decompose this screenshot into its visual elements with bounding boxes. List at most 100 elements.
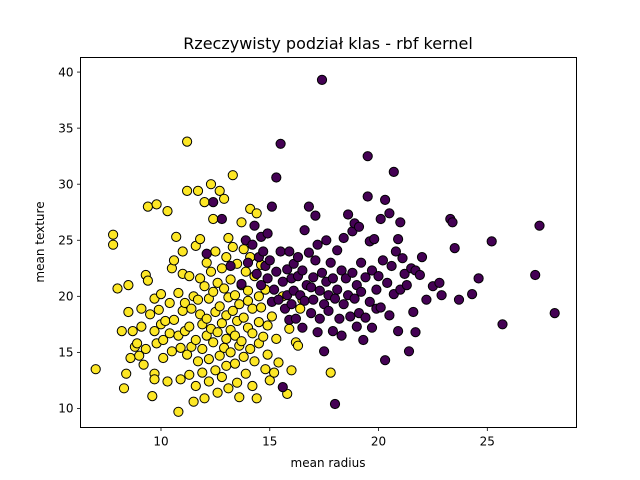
scatter-point [112,283,123,294]
scatter-point [369,234,380,245]
scatter-point [162,376,173,387]
scatter-point [216,318,227,329]
scatter-point [332,284,343,295]
scatter-point [192,294,204,305]
scatter-point [306,282,317,293]
scatter-point [360,272,371,283]
scatter-point [386,260,397,272]
y-tick-label: 35 [58,121,73,135]
scatter-point [371,284,382,295]
scatter-point [221,252,232,263]
scatter-point [358,334,369,346]
scatter-point [299,225,310,236]
scatter-point [195,273,206,284]
scatter-point [251,268,262,279]
scatter-point [253,291,264,302]
scatter-point [336,265,347,276]
scatter-point [382,277,393,288]
scatter-point [329,293,341,304]
scatter-point [238,351,249,362]
scatter-point [375,213,386,225]
scatter-point [273,357,284,368]
scatter-point [264,375,275,386]
scatter-point [136,321,147,332]
scatter-point [251,208,262,219]
scatter-point [258,331,269,342]
scatter-point [236,336,247,347]
scatter-point [262,320,273,331]
scatter-point [166,346,177,357]
scatter-point [234,299,245,310]
scatter-point [127,326,138,337]
scatter-point [375,302,386,313]
y-tick-label: 25 [58,234,73,248]
scatter-point [345,311,356,322]
scatter-point [384,208,395,219]
scatter-point [219,283,230,294]
scatter-point [149,326,160,337]
scatter-point [416,252,428,263]
scatter-point [349,293,360,304]
scatter-point [275,138,286,149]
scatter-point [234,392,245,403]
scatter-point [229,290,241,301]
scatter-point [329,398,341,410]
scatter-point [205,266,217,277]
x-tick-label: 15 [262,435,277,449]
scatter-point [227,241,238,253]
scatter-point [210,246,221,257]
scatter-point [497,319,508,330]
scatter-point [356,257,367,268]
scatter-point [240,266,251,277]
scatter-point [142,201,153,212]
y-axis-label: mean texture [33,201,47,282]
scatter-point [316,74,328,86]
scatter-point [182,185,193,196]
scatter-point [253,317,264,328]
scatter-point [271,333,282,344]
scatter-point [201,248,212,259]
scatter-point [225,274,236,285]
scatter-point [390,246,401,257]
scatter-point [190,380,201,392]
scatter-point [151,199,162,210]
scatter-point [90,364,101,375]
scatter-point [199,393,210,404]
scatter-point [214,350,225,361]
scatter-point [229,358,241,369]
scatter-point [216,213,227,225]
scatter-point [153,304,164,315]
scatter-point [384,310,395,321]
scatter-point [316,267,328,278]
scatter-point [205,179,217,190]
scatter-point [310,210,321,221]
scatter-point [299,295,310,306]
scatter-point [549,308,560,319]
scatter-point [155,289,167,300]
scatter-point [179,297,190,309]
scatter-point [240,368,251,379]
scatter-point [223,232,234,244]
scatter-point [184,321,195,332]
scatter-point [214,185,225,196]
scatter-point [132,338,143,349]
scatter-point [366,265,378,276]
scatter-point [238,244,249,255]
scatter-point [192,185,204,196]
scatter-point [184,271,195,282]
scatter-point [312,327,323,338]
scatter-point [123,280,134,291]
scatter-point [343,209,354,220]
scatter-point [216,263,227,274]
scatter-point [160,315,171,327]
scatter-point [216,371,227,383]
scatter-point [277,382,288,393]
scatter-point [214,301,225,312]
scatter-point [410,327,421,338]
scatter-point [188,396,199,407]
scatter-point [249,220,260,231]
scatter-point [175,374,186,385]
scatter-point [258,246,269,257]
scatter-point [271,266,282,277]
scatter-point [158,334,169,346]
